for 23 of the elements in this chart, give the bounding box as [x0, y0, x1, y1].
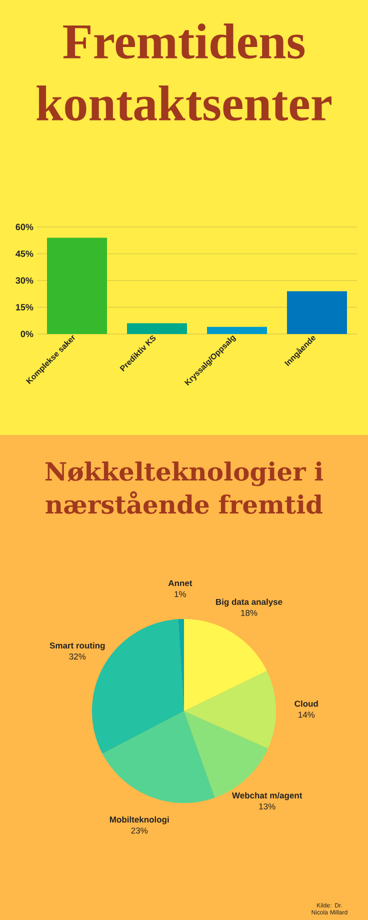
data-label: 14%	[298, 712, 315, 718]
y-tick-label: 0%	[20, 330, 34, 338]
slice-label: Big data analyse	[216, 598, 282, 607]
bar	[206, 326, 267, 334]
slice-label: Mobilteknologi	[110, 816, 169, 824]
chart-title: Nøkkelteknologier i nærstående fremtid	[45, 462, 323, 514]
chart-title: Fremtidens kontaktsenter	[36, 24, 332, 121]
slice-label: Smart routing	[50, 642, 105, 650]
bar	[126, 323, 187, 334]
y-tick-label: 45%	[16, 250, 34, 257]
bar	[286, 291, 347, 334]
data-label: 18%	[241, 610, 258, 616]
slice-label: Annet	[168, 580, 192, 586]
y-tick-label: 60%	[16, 224, 34, 230]
bar	[47, 238, 107, 334]
data-label: 23%	[131, 828, 148, 834]
data-label: 13%	[259, 803, 276, 810]
slice-label: Webchat m/agent	[232, 792, 302, 800]
y-tick-label: 30%	[16, 277, 34, 284]
y-tick-label: 15%	[16, 304, 34, 310]
slice-label: Cloud	[294, 700, 318, 707]
data-label: 32%	[69, 654, 86, 660]
data-label: 1%	[174, 591, 186, 598]
